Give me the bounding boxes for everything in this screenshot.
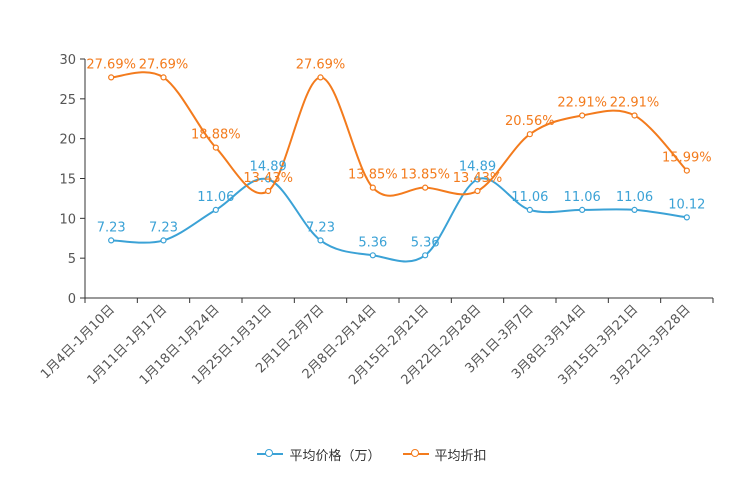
- data-label: 22.91%: [557, 95, 607, 110]
- data-label: 11.06: [511, 190, 548, 205]
- legend-discount-marker: [402, 448, 429, 460]
- y-tick-label: 5: [68, 252, 76, 267]
- y-tick-label: 0: [68, 292, 76, 307]
- data-point: [369, 252, 376, 259]
- data-label: 27.69%: [86, 57, 136, 72]
- data-label: 11.06: [197, 190, 234, 205]
- data-label: 13.43%: [243, 171, 293, 186]
- data-label: 7.23: [97, 220, 126, 235]
- data-label: 11.06: [564, 190, 601, 205]
- data-point: [579, 112, 586, 119]
- data-point: [683, 214, 690, 221]
- data-point: [526, 131, 533, 138]
- chart-legend: 平均价格（万） 平均折扣: [0, 443, 744, 465]
- data-point: [212, 206, 219, 213]
- data-label: 27.69%: [139, 57, 189, 72]
- data-label: 5.36: [358, 235, 387, 250]
- legend-item-price[interactable]: 平均价格（万）: [257, 445, 381, 464]
- legend-item-discount[interactable]: 平均折扣: [402, 445, 487, 464]
- data-point: [422, 252, 429, 259]
- y-tick-label: 30: [59, 53, 76, 68]
- data-label: 10.12: [668, 197, 705, 212]
- data-point: [474, 187, 481, 195]
- data-point: [265, 187, 272, 195]
- legend-discount-label: 平均折扣: [434, 448, 487, 464]
- data-label: 7.23: [306, 220, 335, 235]
- data-label: 14.89: [250, 159, 287, 174]
- y-tick-label: 25: [59, 93, 76, 108]
- y-tick-label: 15: [59, 173, 76, 188]
- data-point: [422, 184, 429, 191]
- data-label: 11.06: [616, 190, 653, 205]
- data-label: 27.69%: [296, 57, 346, 72]
- data-label: 13.43%: [453, 171, 503, 186]
- data-label: 7.23: [149, 220, 178, 235]
- data-point: [579, 206, 586, 213]
- data-point: [160, 74, 167, 81]
- data-point: [212, 144, 219, 151]
- data-label: 14.89: [459, 159, 496, 174]
- data-point: [317, 74, 324, 81]
- legend-price-marker: [257, 448, 284, 460]
- data-point: [526, 206, 533, 213]
- data-point: [631, 112, 638, 119]
- data-label: 22.91%: [610, 95, 660, 110]
- data-label: 20.56%: [505, 114, 555, 129]
- data-label: 18.88%: [191, 128, 241, 143]
- legend-price-label: 平均价格（万）: [289, 448, 381, 464]
- data-label: 13.85%: [400, 168, 450, 183]
- data-label: 13.85%: [348, 168, 398, 183]
- data-label: 15.99%: [662, 151, 712, 166]
- chart-data-labels: 7.23 7.23 11.06 14.89 7.23 5.36 5.36 14.89 11.06…: [86, 57, 711, 250]
- data-point: [369, 184, 376, 191]
- data-point: [683, 167, 690, 174]
- data-point: [317, 237, 324, 244]
- data-point: [160, 237, 167, 244]
- data-point: [474, 176, 481, 183]
- data-point: [108, 237, 115, 244]
- chart-data-points: [108, 74, 690, 259]
- y-tick-label: 20: [59, 133, 76, 148]
- data-point: [108, 74, 115, 81]
- data-point: [631, 206, 638, 213]
- y-tick-label: 10: [59, 212, 76, 227]
- data-label: 5.36: [411, 235, 440, 250]
- data-point: [265, 176, 272, 183]
